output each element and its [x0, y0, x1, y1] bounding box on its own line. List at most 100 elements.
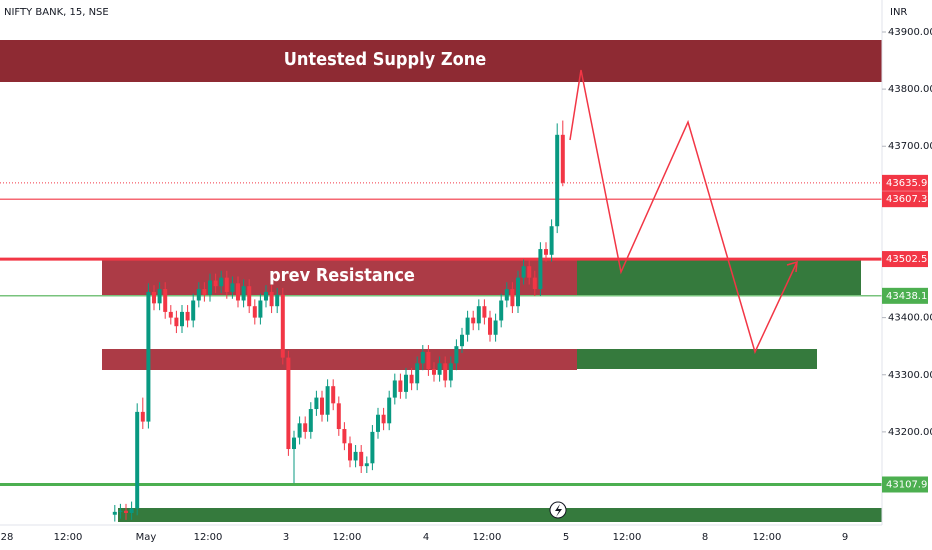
- candle-body: [180, 311, 184, 327]
- candle-body: [376, 414, 380, 432]
- candle-body: [152, 291, 156, 304]
- projection-arrow: [786, 260, 798, 273]
- candle-body: [521, 266, 526, 278]
- red-zone: [102, 349, 577, 370]
- candle-body: [325, 386, 330, 415]
- candle-body: [258, 300, 263, 318]
- candle-body: [146, 291, 151, 422]
- candle-body: [118, 510, 123, 512]
- candle-body: [336, 403, 341, 430]
- candle-body: [488, 317, 492, 335]
- candle-body: [308, 409, 313, 432]
- candle-body: [247, 286, 252, 307]
- candle-body: [398, 380, 403, 392]
- candle-body: [499, 300, 504, 321]
- y-tick-label: 43300.00: [888, 370, 932, 381]
- price-level-label: 43607.35: [886, 194, 932, 205]
- x-tick-label: 9: [842, 532, 848, 543]
- resistance-label: prev Resistance: [269, 265, 415, 286]
- candle-body: [532, 277, 537, 290]
- supply-label: Untested Supply Zone: [284, 49, 487, 70]
- currency: INR: [890, 7, 907, 18]
- candle-body: [432, 369, 436, 375]
- candle-body: [516, 277, 520, 307]
- candle-body: [191, 300, 196, 321]
- price-level-label: 43107.90: [886, 479, 932, 490]
- candle-body: [342, 429, 347, 444]
- candle-body: [448, 363, 453, 381]
- candle-body: [454, 346, 459, 364]
- candle-body: [482, 306, 487, 318]
- candle-body: [359, 451, 364, 467]
- candle-body: [135, 411, 140, 509]
- x-tick-label: 12:00: [333, 532, 362, 543]
- y-tick-label: 43700.00: [888, 141, 932, 152]
- candle-body: [538, 249, 543, 290]
- candle-body: [314, 397, 319, 410]
- candle-body: [527, 266, 532, 278]
- candle-body: [404, 374, 408, 392]
- candle-body: [504, 289, 509, 301]
- y-tick-label: 43400.00: [888, 313, 932, 324]
- candle-body: [415, 363, 420, 384]
- x-tick-label: 5: [563, 532, 569, 543]
- candle-body: [129, 508, 134, 514]
- candle-body: [353, 451, 358, 461]
- x-tick-label: 12:00: [194, 532, 223, 543]
- candle-body: [320, 397, 324, 415]
- candle-body: [493, 320, 498, 335]
- axes: 43900.00 43800.00 43700.00 43400.00 43300.00…: [1, 27, 932, 543]
- x-tick-label: 4: [423, 532, 429, 543]
- y-tick-label: 43800.00: [888, 84, 932, 95]
- x-tick-label: 12:00: [54, 532, 83, 543]
- candle-body: [420, 351, 425, 364]
- candle-body: [202, 289, 207, 295]
- levels: [0, 182, 882, 486]
- candle-body: [387, 397, 392, 424]
- candle-body: [213, 280, 218, 287]
- price-level-label: 43502.50: [886, 254, 932, 265]
- candle-body: [392, 380, 397, 398]
- projection-path: [569, 69, 798, 355]
- price-level-label: 43438.15: [886, 291, 932, 302]
- x-tick-label: 8: [702, 532, 708, 543]
- candle-body: [471, 317, 476, 324]
- candles: [112, 120, 565, 522]
- candle-body: [544, 249, 548, 255]
- candle-body: [269, 291, 274, 307]
- x-tick-label: 28: [1, 532, 14, 543]
- candle-body: [465, 317, 470, 335]
- candle-body: [437, 363, 442, 375]
- candle-body: [297, 423, 302, 438]
- price-level-tag: [882, 191, 928, 208]
- price-axis-bg: [882, 0, 932, 550]
- candle-body: [510, 289, 515, 307]
- price-level-tag: [882, 251, 928, 268]
- candle-body: [292, 437, 296, 450]
- y-tick-label: 43200.00: [888, 427, 932, 438]
- y-tick-label: 43900.00: [888, 27, 932, 38]
- candle-body: [196, 289, 201, 301]
- candle-body: [252, 306, 257, 318]
- candle-body: [280, 294, 285, 358]
- event-bolt: [555, 504, 562, 517]
- candle-body: [286, 357, 291, 450]
- candle-body: [174, 317, 179, 327]
- bottom-zone: [118, 508, 882, 522]
- candle-body: [549, 226, 554, 255]
- candle-body: [275, 294, 280, 307]
- candle-body: [208, 280, 212, 295]
- candle-body: [168, 311, 173, 318]
- candle-body: [555, 134, 560, 227]
- price-level-tag: [882, 476, 928, 493]
- candle-body: [124, 510, 128, 514]
- candle-body: [219, 277, 224, 287]
- x-tick-label: 12:00: [753, 532, 782, 543]
- candle-body: [264, 291, 268, 301]
- candle-body: [140, 411, 145, 422]
- candle-body: [241, 286, 246, 301]
- candle-body: [426, 351, 431, 370]
- x-tick-label: 3: [283, 532, 289, 543]
- candle-body: [409, 374, 414, 384]
